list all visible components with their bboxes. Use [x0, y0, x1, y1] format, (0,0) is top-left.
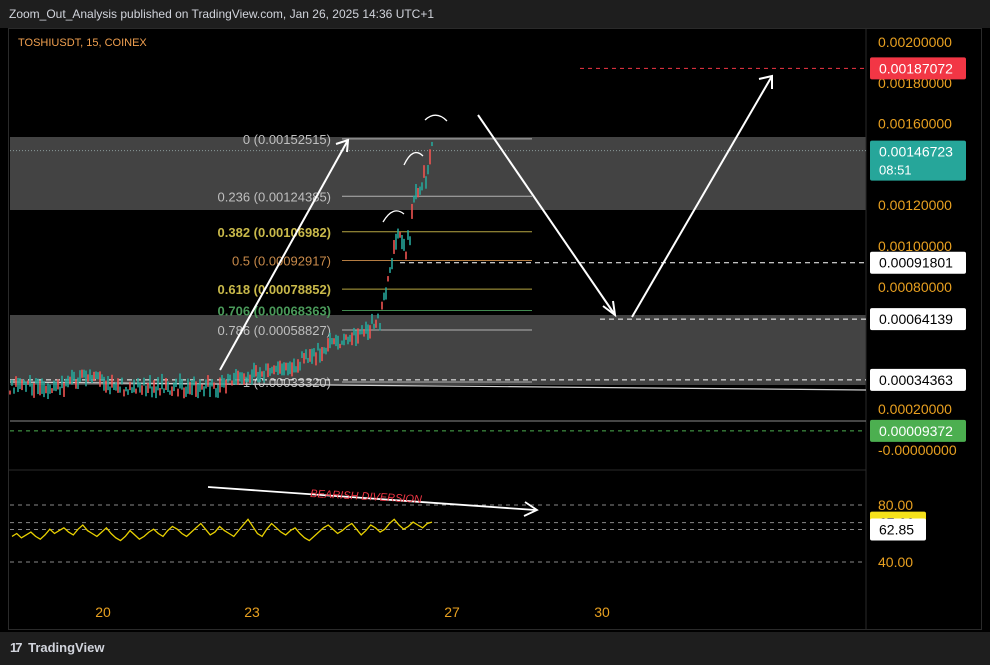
price-tag	[870, 57, 966, 80]
horizontal-lines-layer	[9, 67, 867, 432]
annotations-layer	[219, 74, 773, 371]
price-axis-tick: 0.00020000	[878, 401, 952, 417]
rsi-tag-label: 62.85	[879, 521, 914, 537]
price-tag-sublabel: 08:51	[879, 163, 912, 178]
support-zone	[10, 315, 866, 385]
tradingview-brand[interactable]: 17 TradingView	[10, 640, 104, 655]
fib-layer: 0 (0.00152515) 0.236 (0.00124385) 0.382 (0…	[218, 132, 532, 390]
price-axis-tick: 0.00200000	[878, 34, 952, 50]
chart-canvas[interactable]: 0 (0.00152515) 0.236 (0.00124385) 0.382 (0…	[0, 0, 990, 632]
price-axis-tick: 0.00080000	[878, 279, 952, 295]
up-arrow-1	[219, 139, 349, 371]
time-axis-tick: 27	[444, 604, 460, 620]
rsi-tag	[870, 518, 926, 541]
attribution-bar: Zoom_Out_Analysis published on TradingVi…	[0, 0, 990, 28]
divergence-line	[207, 486, 536, 511]
price-tag-label: 0.00064139	[879, 311, 953, 327]
peak-arc-3	[424, 114, 448, 122]
peak-arc-1	[382, 210, 405, 223]
up-arrow-2-head	[758, 74, 773, 89]
brand-label: TradingView	[28, 640, 105, 655]
time-axis-tick: 30	[594, 604, 610, 620]
price-tag-label: 0.00146723	[879, 144, 953, 160]
rsi-layer	[10, 486, 866, 563]
time-axis-tick: 23	[244, 604, 260, 620]
rsi-axis-tick: 40.00	[878, 554, 913, 570]
price-tag-label: 0.00187072	[879, 60, 953, 76]
price-axis-tick: -0.00000000	[878, 442, 957, 458]
price-tag	[870, 308, 966, 331]
trend-line	[9, 381, 867, 391]
price-axis-tick: 0.00160000	[878, 116, 952, 132]
up-arrow-1-head	[335, 138, 350, 153]
price-series-layer	[9, 141, 433, 400]
price-tag	[870, 251, 966, 274]
footer-bar	[0, 632, 990, 665]
axis-layer: 0.002000000.001800000.001600000.00120000…	[95, 34, 966, 620]
fib-label-1: 1 (0.00033320)	[243, 375, 331, 390]
price-tag-label: 0.00091801	[879, 255, 953, 271]
zones-layer	[8, 28, 867, 630]
price-axis-tick: 0.00120000	[878, 197, 952, 213]
fib-label-0.382: 0.382 (0.00106982)	[218, 225, 331, 240]
fib-label-0.236: 0.236 (0.00124385)	[218, 189, 331, 204]
price-tag	[870, 140, 966, 181]
price-axis-tick: 0.00100000	[878, 238, 952, 254]
up-arrow-2	[631, 75, 773, 318]
rsi-axis-tick: 80.00	[878, 497, 913, 513]
price-tag-label: 0.00009372	[879, 423, 953, 439]
attribution-text: Zoom_Out_Analysis published on TradingVi…	[9, 7, 435, 21]
down-arrow-head	[602, 300, 617, 318]
time-axis-tick: 20	[95, 604, 111, 620]
resistance-zone	[10, 137, 866, 210]
bearish-diversion-label: BEARISH DIVERSION	[310, 488, 422, 506]
fib-label-0: 0 (0.00152515)	[243, 132, 331, 147]
symbol-label: TOSHIUSDT, 15, COINEX	[18, 37, 147, 49]
tradingview-logo-icon: 17	[10, 640, 23, 655]
price-tag-label: 0.00034363	[879, 372, 953, 388]
peak-arc-2	[403, 151, 424, 166]
price-tag	[870, 419, 966, 442]
fib-label-0.786: 0.786 (0.00058827)	[218, 323, 331, 338]
down-arrow	[477, 114, 616, 316]
rsi-line	[11, 518, 433, 542]
fib-label-0.706: 0.706 (0.00068363)	[218, 304, 331, 319]
fib-label-0.618: 0.618 (0.00078852)	[218, 282, 331, 297]
divergence-arrow-head	[523, 501, 539, 517]
price-tag	[870, 368, 966, 391]
